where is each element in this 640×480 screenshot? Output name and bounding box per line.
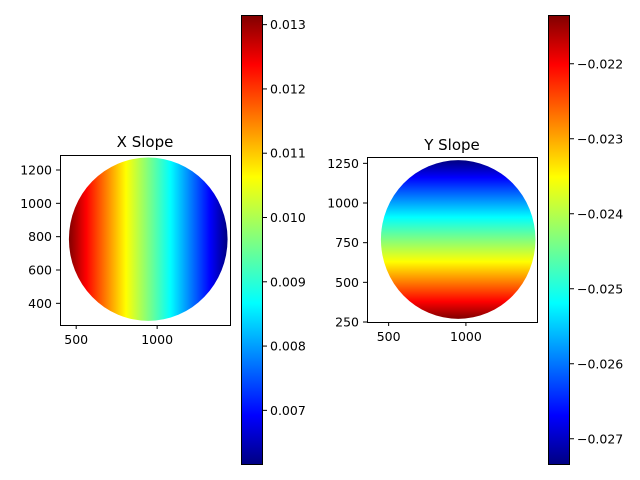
y-tick-label: 1000 <box>327 196 359 211</box>
colorbar-tick-label: −0.027 <box>577 431 623 446</box>
y-tick-label: 400 <box>28 296 52 311</box>
x-slope-colorbar: 0.007 0.008 0.009 0.010 0.011 0.012 0.013 <box>241 15 306 465</box>
x-slope-axes-frame <box>60 155 231 326</box>
y-tick-label: 1250 <box>327 156 359 171</box>
colorbar-tick-label: 0.009 <box>270 274 306 289</box>
y-tick-label: 250 <box>335 315 359 330</box>
colorbar-tick-label: 0.011 <box>270 146 306 161</box>
x-slope-y-ticks: 400 600 800 1000 1200 <box>20 163 60 311</box>
y-slope-axes-frame <box>367 157 538 323</box>
x-slope-heatmap <box>68 157 228 321</box>
y-slope-title: Y Slope <box>423 136 480 154</box>
y-slope-x-ticks: 500 1000 <box>377 322 482 344</box>
colorbar-tick-label: 0.012 <box>270 81 306 96</box>
slope-disk <box>68 157 228 321</box>
y-tick-label: 750 <box>335 235 359 250</box>
colorbar-tick-label: 0.007 <box>270 403 306 418</box>
y-tick-label: 1000 <box>20 196 52 211</box>
x-tick-label: 1000 <box>141 332 173 347</box>
x-tick-label: 1000 <box>450 329 482 344</box>
y-slope-y-ticks: 250 500 750 1000 1250 <box>327 156 367 330</box>
y-tick-label: 600 <box>28 263 52 278</box>
colorbar-tick-label: 0.010 <box>270 210 306 225</box>
colorbar-tick-label: −0.024 <box>577 206 623 221</box>
y-tick-label: 1200 <box>20 163 52 178</box>
colorbar-frame <box>548 15 570 465</box>
x-tick-label: 500 <box>377 329 401 344</box>
colorbar-tick-label: 0.008 <box>270 339 306 354</box>
colorbar-gradient <box>241 15 263 465</box>
y-tick-label: 800 <box>28 229 52 244</box>
y-tick-label: 500 <box>335 275 359 290</box>
y-slope-heatmap <box>380 160 536 319</box>
slope-disk <box>380 160 536 319</box>
y-slope-panel: Y Slope 500 1000 250 500 750 1000 1250 −0.027… <box>327 15 623 465</box>
y-slope-colorbar: −0.027 −0.026 −0.025 −0.024 −0.023 −0.022 <box>548 15 623 465</box>
x-slope-x-ticks: 500 1000 <box>64 325 173 347</box>
colorbar-tick-label: 0.013 <box>270 17 306 32</box>
colorbar-tick-label: −0.025 <box>577 281 623 296</box>
x-slope-title: X Slope <box>117 133 174 151</box>
colorbar-frame <box>241 15 263 465</box>
colorbar-tick-label: −0.026 <box>577 356 623 371</box>
colorbar-tick-label: −0.022 <box>577 56 623 71</box>
colorbar-tick-label: −0.023 <box>577 131 623 146</box>
x-tick-label: 500 <box>64 332 88 347</box>
colorbar-gradient <box>548 15 570 465</box>
